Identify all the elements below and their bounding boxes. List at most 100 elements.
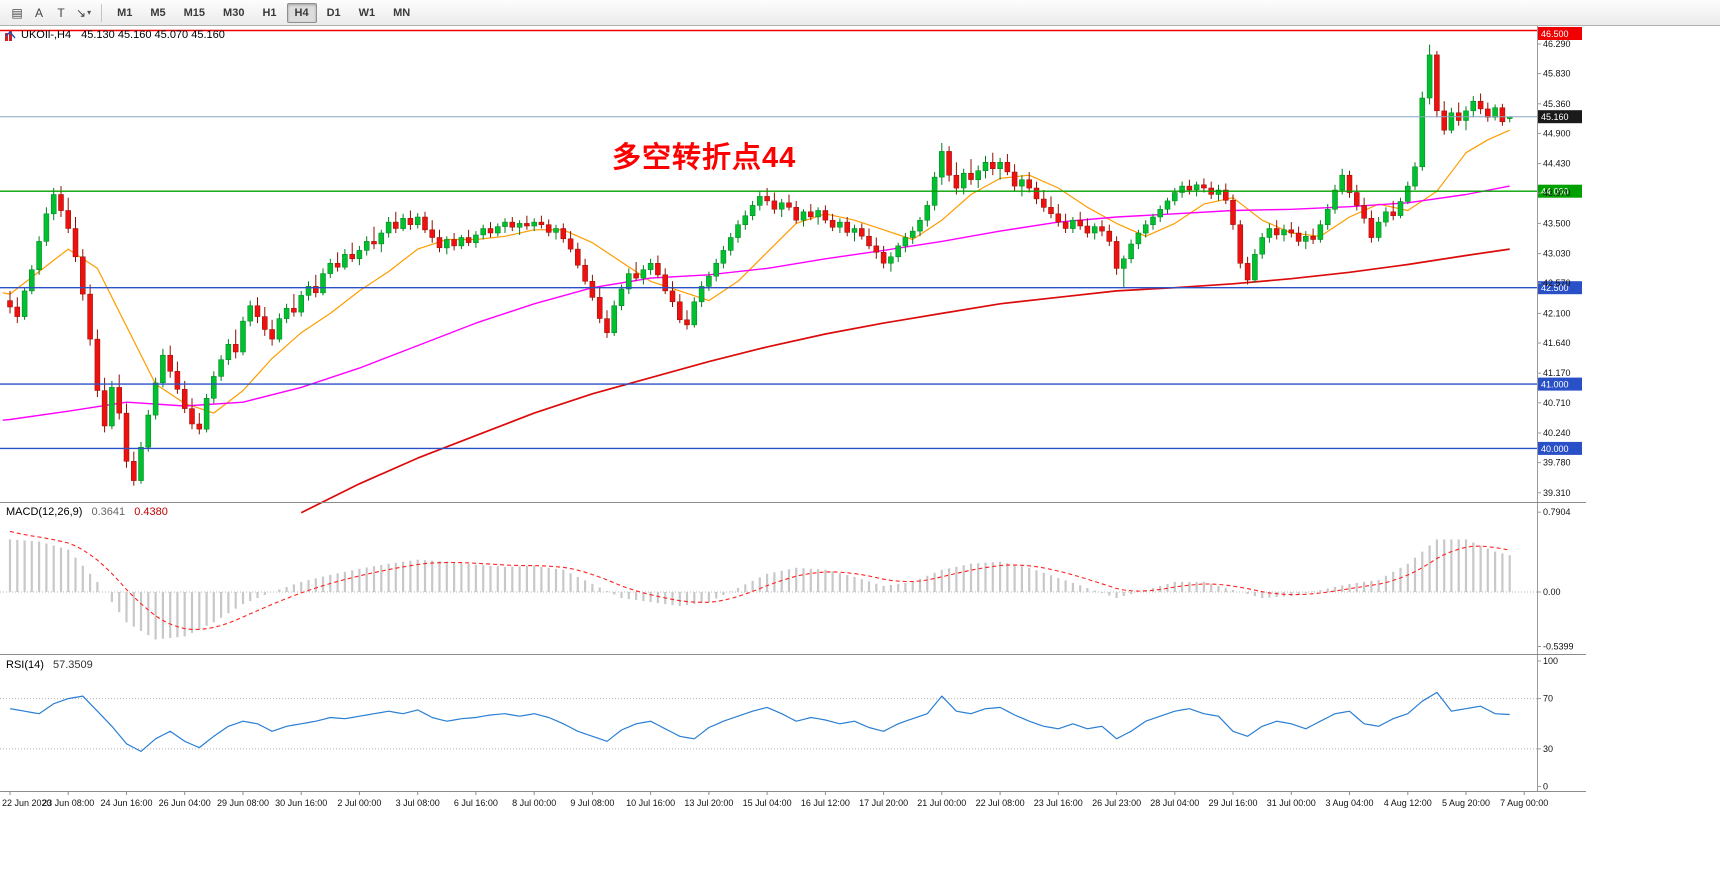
candle-body bbox=[524, 223, 530, 227]
candle-body bbox=[101, 390, 108, 427]
candle-body bbox=[444, 239, 450, 249]
candle-body bbox=[946, 151, 952, 176]
chart-window-tool-button[interactable]: ▤ bbox=[11, 5, 23, 20]
candle-body bbox=[218, 359, 224, 377]
candle-body bbox=[240, 320, 246, 353]
candle-body bbox=[851, 228, 858, 233]
horizontal-line-41.000[interactable]: 41.000 bbox=[0, 377, 1582, 391]
candle-body bbox=[1201, 184, 1207, 189]
candle-body bbox=[254, 305, 261, 317]
candle-body bbox=[1339, 174, 1345, 191]
bid-price-line: 45.160 bbox=[0, 110, 1582, 124]
timeframe-m30-button[interactable]: M30 bbox=[223, 6, 245, 19]
candle-body bbox=[473, 234, 479, 243]
time-axis-label: 5 Aug 20:00 bbox=[1442, 798, 1490, 808]
macd-axis-label: 0.7904 bbox=[1543, 507, 1571, 517]
candle-body bbox=[422, 216, 428, 231]
annotation-text[interactable]: 多空转折点44 bbox=[612, 142, 797, 174]
price-tag bbox=[1538, 377, 1582, 391]
candle-body bbox=[560, 228, 567, 240]
candle-body bbox=[982, 162, 989, 171]
timeframe-m15-button[interactable]: M15 bbox=[183, 6, 206, 19]
horizontal-line-46.500[interactable]: 46.500 bbox=[0, 27, 1582, 40]
candle-body bbox=[211, 376, 217, 399]
candle-body bbox=[647, 263, 654, 270]
timeframe-w1-button[interactable]: W1 bbox=[358, 6, 376, 19]
candle-body bbox=[1070, 219, 1076, 229]
candle-body bbox=[1463, 110, 1469, 121]
rsi-panel[interactable]: 100 70 30 0 bbox=[0, 656, 1558, 792]
time-axis-label: 26 Jul 23:00 bbox=[1092, 798, 1141, 808]
time-axis-label: 3 Jul 08:00 bbox=[396, 798, 440, 808]
chart-background bbox=[0, 26, 1720, 893]
candle-body bbox=[363, 241, 370, 251]
time-axis-label: 23 Jun 08:00 bbox=[42, 798, 94, 808]
candle-body bbox=[1011, 171, 1018, 187]
candle-body bbox=[393, 221, 399, 229]
time-axis-label: 7 Aug 00:00 bbox=[1500, 798, 1548, 808]
timeframe-h1-button[interactable]: H1 bbox=[262, 6, 277, 19]
main-chart-panel[interactable] bbox=[2, 44, 1513, 514]
horizontal-line-40.000[interactable]: 40.000 bbox=[0, 441, 1582, 455]
horizontal-line-42.500[interactable]: 42.500 bbox=[0, 281, 1582, 295]
timeframe-d1-button[interactable]: D1 bbox=[326, 6, 341, 19]
candle-body bbox=[1448, 112, 1455, 131]
timeframe-h4-button[interactable]: H4 bbox=[286, 2, 317, 23]
candlestick-series[interactable] bbox=[7, 44, 1513, 486]
candle-body bbox=[553, 228, 559, 233]
price-tag-label: 40.000 bbox=[1541, 444, 1569, 454]
candle-body bbox=[742, 215, 749, 225]
toolbar-separator bbox=[101, 3, 103, 22]
candle-body bbox=[1142, 224, 1149, 234]
price-axis-label: 41.170 bbox=[1543, 368, 1571, 378]
candle-body bbox=[1361, 205, 1367, 219]
timeframe-mn-button[interactable]: MN bbox=[393, 6, 411, 19]
price-axis-label: 44.900 bbox=[1543, 128, 1571, 138]
macd-axis-label: -0.5399 bbox=[1543, 642, 1574, 652]
price-axis-label: 45.360 bbox=[1543, 99, 1571, 109]
candle-body bbox=[1426, 54, 1433, 99]
candle-body bbox=[975, 170, 981, 180]
candle-body bbox=[1128, 243, 1134, 260]
price-axis-label: 39.310 bbox=[1543, 488, 1571, 498]
candle-body bbox=[152, 382, 159, 416]
candle-body bbox=[749, 205, 756, 216]
candle-body bbox=[378, 232, 385, 245]
candle-body bbox=[458, 237, 465, 247]
time-axis-label: 13 Jul 20:00 bbox=[684, 798, 733, 808]
macd-value-signal: 0.4380 bbox=[134, 506, 168, 518]
candle-body bbox=[582, 264, 588, 282]
candle-body bbox=[1499, 107, 1506, 123]
candle-body bbox=[371, 241, 377, 245]
text-annotation-tool-button[interactable]: A bbox=[34, 5, 43, 20]
candle-body bbox=[538, 221, 545, 225]
candle-body bbox=[713, 263, 719, 277]
timeframe-m1-button[interactable]: M1 bbox=[117, 6, 133, 19]
candle-body bbox=[1019, 179, 1025, 187]
candle-body bbox=[160, 354, 166, 384]
symbol-chart-icon bbox=[5, 29, 16, 41]
candle-body bbox=[888, 256, 894, 264]
candle-body bbox=[1332, 189, 1338, 210]
candle-body bbox=[567, 238, 574, 250]
horizontal-line-44.000[interactable]: 44.000 bbox=[0, 184, 1582, 198]
candle-body bbox=[407, 218, 414, 225]
candle-body bbox=[677, 301, 683, 321]
arrow-draw-tool-button[interactable]: ↘ ▾ bbox=[76, 5, 92, 20]
candle-body bbox=[283, 308, 290, 319]
candle-body bbox=[181, 389, 188, 409]
candle-body bbox=[757, 196, 763, 206]
price-axis[interactable]: 46.290 45.830 45.360 44.900 44.430 43.970 43.5… bbox=[1537, 26, 1571, 791]
candle-body bbox=[1390, 211, 1396, 216]
candle-body bbox=[436, 237, 443, 249]
candle-body bbox=[880, 252, 887, 264]
candle-body bbox=[36, 241, 42, 270]
text-label-tool-button[interactable]: T bbox=[57, 5, 65, 20]
macd-panel[interactable]: 0.7904 0.00 -0.5399 bbox=[0, 507, 1574, 652]
timeframe-m5-button[interactable]: M5 bbox=[150, 6, 166, 19]
time-axis-label: 4 Aug 12:00 bbox=[1384, 798, 1432, 808]
candle-body bbox=[793, 207, 799, 221]
time-axis-label: 22 Jun 2020 bbox=[2, 798, 52, 808]
